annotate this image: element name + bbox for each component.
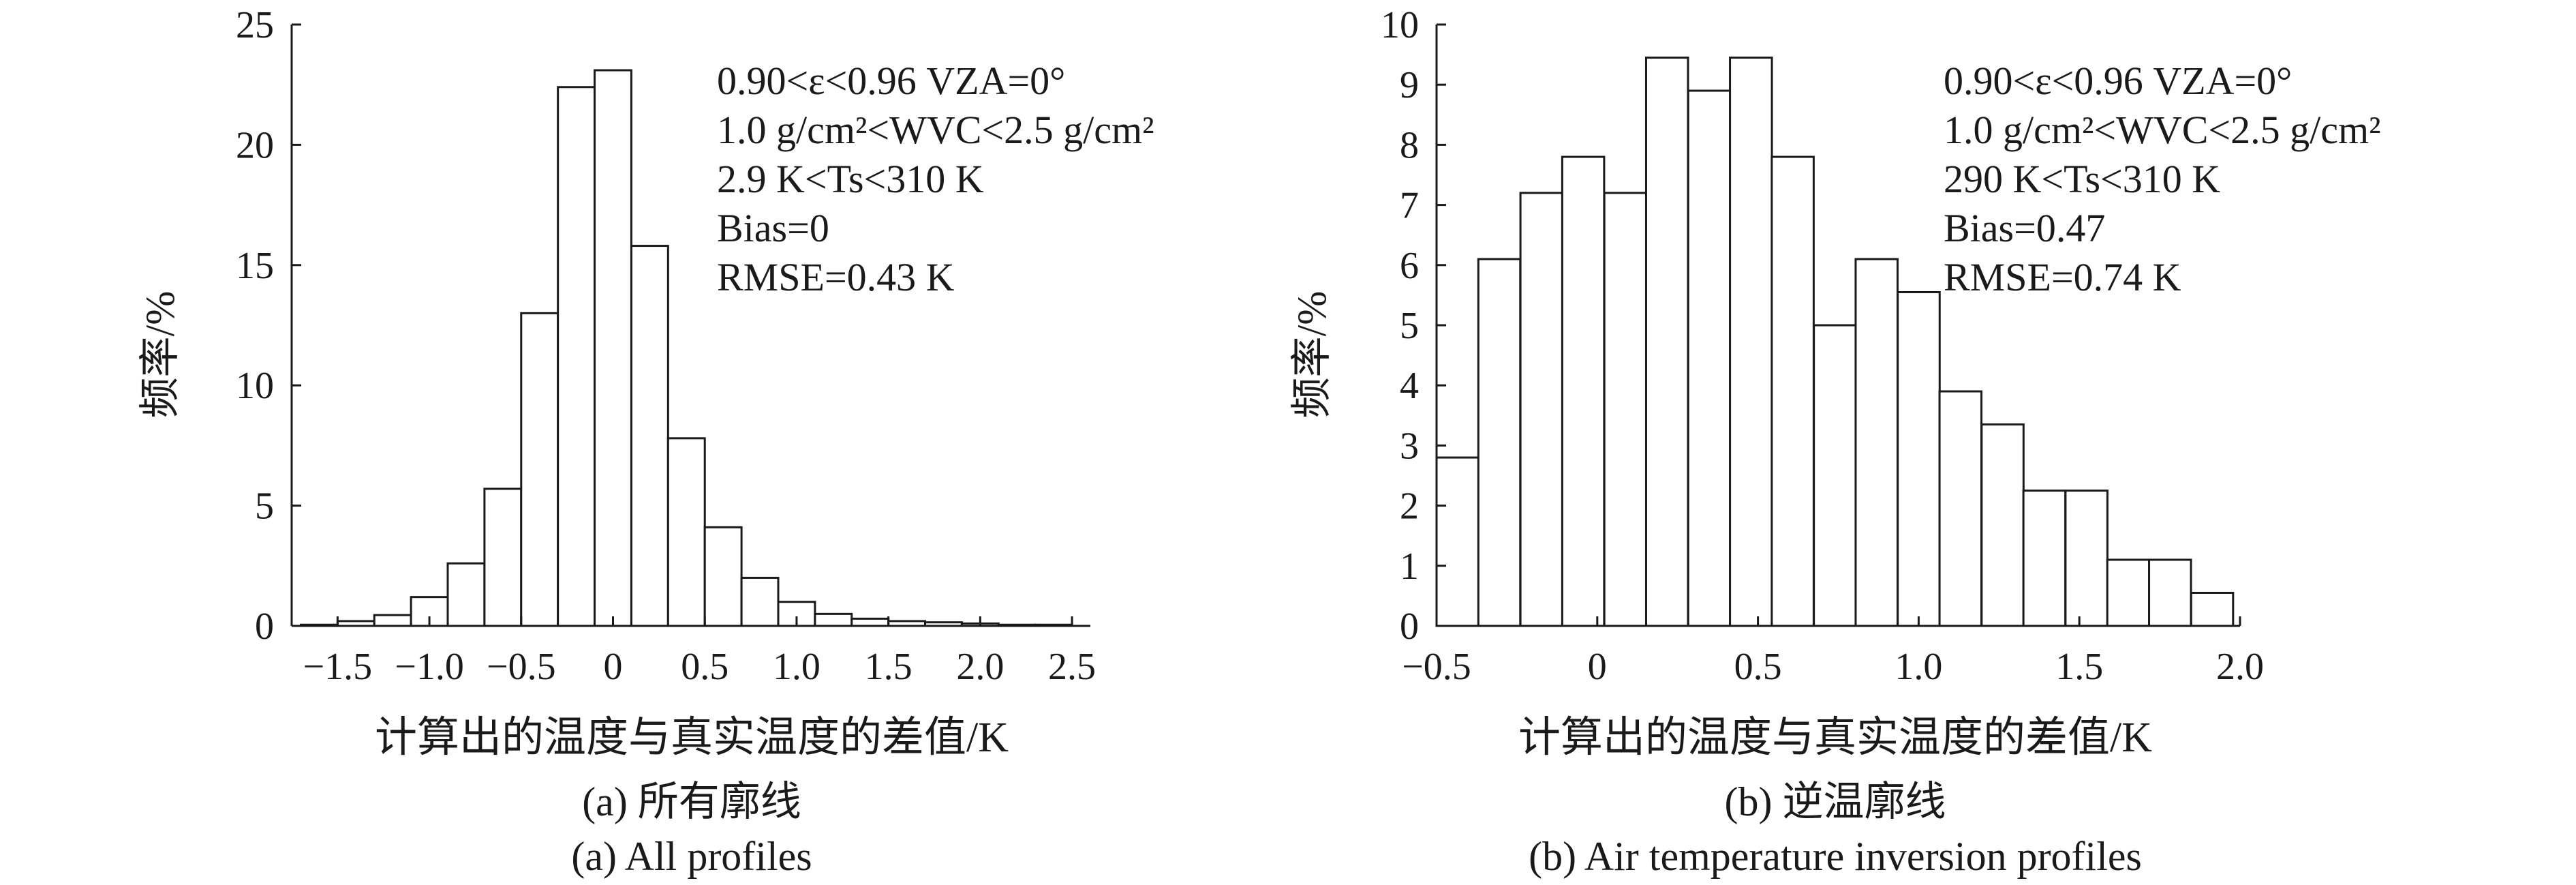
y-tick-label: 9 bbox=[1400, 64, 1419, 106]
histogram-bar bbox=[1854, 258, 1899, 627]
y-tick-label: 20 bbox=[236, 124, 274, 166]
caption-chinese: (b) 逆温廓线 bbox=[1725, 779, 1946, 824]
x-tick-label: 1.0 bbox=[773, 646, 821, 688]
x-tick-label: 0.5 bbox=[681, 646, 729, 688]
x-tick-label: −0.5 bbox=[487, 646, 556, 688]
histogram-bar bbox=[373, 614, 412, 627]
histogram-bar bbox=[1813, 324, 1857, 627]
histogram-bar bbox=[740, 576, 780, 627]
histogram-bar bbox=[520, 312, 559, 627]
annotation-rmse: RMSE=0.74 K bbox=[1944, 255, 2181, 299]
x-tick-label: 1.0 bbox=[1895, 646, 1942, 688]
histogram-bars bbox=[299, 69, 1073, 627]
histogram-bar bbox=[2106, 558, 2151, 627]
annotation-emissivity-vza: 0.90<ε<0.96 VZA=0° bbox=[717, 59, 1065, 103]
histogram-bar bbox=[703, 526, 743, 627]
histogram-bar bbox=[1729, 57, 1773, 627]
x-tick-label: 2.0 bbox=[2216, 646, 2264, 688]
histogram-bar bbox=[1770, 155, 1815, 627]
y-tick-label: 5 bbox=[1400, 305, 1419, 347]
tick-marks bbox=[292, 23, 1073, 627]
histogram-bar bbox=[1687, 89, 1732, 627]
y-tick-label: 0 bbox=[255, 605, 274, 648]
x-tick-label: −1.0 bbox=[395, 646, 464, 688]
histogram-bar bbox=[850, 617, 890, 627]
x-axis-label: 计算出的温度与真实温度的差值/K bbox=[375, 715, 1009, 761]
histogram-bar bbox=[666, 437, 706, 627]
annotation-rmse: RMSE=0.43 K bbox=[717, 255, 955, 299]
histogram-bar bbox=[1603, 192, 1648, 627]
caption-english: (b) Air temperature inversion profiles bbox=[1529, 834, 2142, 879]
histogram-bar bbox=[1938, 390, 1983, 627]
annotation-bias: Bias=0.47 bbox=[1944, 206, 2105, 250]
annotation-bias: Bias=0 bbox=[717, 206, 829, 250]
x-tick-label: 2.5 bbox=[1048, 646, 1096, 688]
histogram-bar bbox=[2064, 490, 2109, 627]
x-tick-label: 0.5 bbox=[1734, 646, 1782, 688]
histogram-bar bbox=[814, 612, 853, 627]
annotation-emissivity-vza: 0.90<ε<0.96 VZA=0° bbox=[1944, 59, 2292, 103]
histogram-bar bbox=[1561, 155, 1606, 627]
histogram-bar bbox=[446, 562, 486, 627]
tick-labels: 0 5 10 15 20 25 −1.5 −1.0 −0.5 0 0.5 1.0 1.5 2.0 2.5 bbox=[236, 4, 1096, 688]
histogram-bar bbox=[630, 245, 669, 627]
y-tick-label: 2 bbox=[1400, 485, 1419, 528]
x-tick-label: 1.5 bbox=[865, 646, 913, 688]
y-tick-label: 25 bbox=[236, 4, 274, 46]
histogram-bar bbox=[594, 69, 632, 627]
histogram-bar bbox=[1435, 456, 1479, 627]
histogram-bar bbox=[1477, 258, 1522, 627]
histogram-bar bbox=[1644, 57, 1689, 627]
x-tick-label: 2.0 bbox=[956, 646, 1004, 688]
y-tick-label: 8 bbox=[1400, 124, 1419, 166]
y-tick-label: 6 bbox=[1400, 245, 1419, 287]
x-tick-label: −1.5 bbox=[303, 646, 373, 688]
caption-english: (a) All profiles bbox=[571, 834, 812, 879]
stats-annotation: 0.90<ε<0.96 VZA=0° 1.0 g/cm²<WVC<2.5 g/c… bbox=[717, 59, 1154, 299]
histogram-bars bbox=[1435, 57, 2235, 627]
annotation-ts-range: 290 K<Ts<310 K bbox=[1944, 157, 2220, 201]
y-tick-label: 3 bbox=[1400, 425, 1419, 467]
y-axis-label: 频率/% bbox=[138, 291, 183, 419]
y-tick-label: 10 bbox=[1381, 4, 1419, 46]
y-tick-label: 0 bbox=[1400, 605, 1419, 648]
y-tick-label: 5 bbox=[255, 485, 274, 528]
x-tick-label: −0.5 bbox=[1402, 646, 1471, 688]
y-axis-label: 频率/% bbox=[1289, 291, 1334, 419]
histogram-bar bbox=[1980, 423, 2025, 627]
y-tick-label: 1 bbox=[1400, 545, 1419, 588]
histogram-bar bbox=[483, 487, 523, 627]
x-tick-label: 1.5 bbox=[2055, 646, 2103, 688]
stats-annotation: 0.90<ε<0.96 VZA=0° 1.0 g/cm²<WVC<2.5 g/c… bbox=[1944, 59, 2380, 299]
annotation-wvc: 1.0 g/cm²<WVC<2.5 g/cm² bbox=[717, 108, 1154, 152]
histogram-bar bbox=[2148, 558, 2192, 627]
annotation-ts-range: 2.9 K<Ts<310 K bbox=[717, 157, 984, 201]
x-tick-label: 0 bbox=[1588, 646, 1607, 688]
x-axis-label: 计算出的温度与真实温度的差值/K bbox=[1518, 715, 2152, 761]
y-tick-label: 4 bbox=[1400, 365, 1419, 407]
y-tick-label: 15 bbox=[236, 245, 274, 287]
histogram-bar bbox=[1897, 290, 1941, 627]
histogram-bar bbox=[557, 86, 596, 627]
caption-chinese: (a) 所有廓线 bbox=[582, 779, 801, 824]
histogram-bar bbox=[1519, 192, 1564, 627]
y-tick-label: 10 bbox=[236, 365, 274, 407]
x-tick-label: 0 bbox=[603, 646, 622, 688]
annotation-wvc: 1.0 g/cm²<WVC<2.5 g/cm² bbox=[1944, 108, 2380, 152]
y-tick-label: 7 bbox=[1400, 185, 1419, 227]
histogram-bar bbox=[2190, 591, 2235, 627]
histogram-panel-a: 0 5 10 15 20 25 −1.5 −1.0 −0.5 0 0.5 1.0 1.5 2.0 2.5 频… bbox=[138, 4, 1154, 879]
histogram-bar bbox=[2022, 490, 2067, 627]
